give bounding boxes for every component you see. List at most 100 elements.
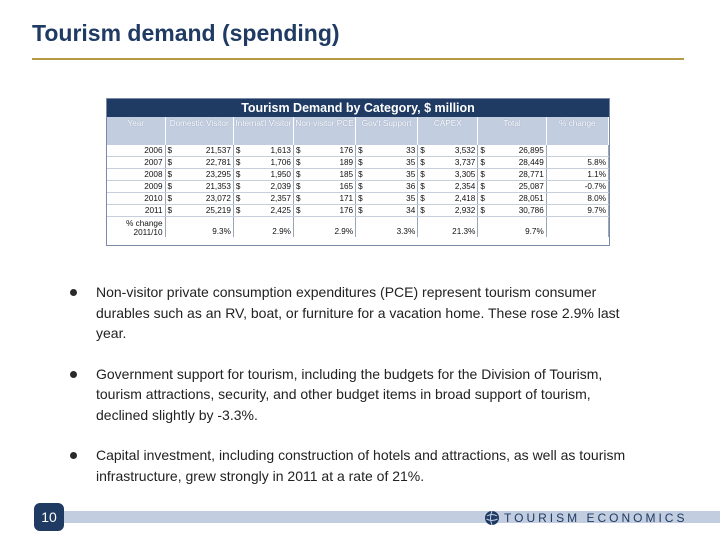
currency-symbol: $ <box>477 204 487 217</box>
bullet-dot-icon <box>70 370 77 378</box>
col-header-intl: Internat'l Visitor <box>233 117 294 145</box>
currency-symbol: $ <box>417 156 427 169</box>
bullet-item: Capital investment, including constructi… <box>70 445 630 486</box>
capex-cell: 2,932 <box>426 204 479 217</box>
bullet-item: Government support for tourism, includin… <box>70 364 630 426</box>
change-cell: 9.7% <box>546 204 610 217</box>
currency-symbol: $ <box>233 192 242 205</box>
currency-symbol: $ <box>355 168 364 181</box>
col-header-gov: Gov't Support <box>355 117 419 145</box>
year-cell: 2008 <box>107 168 166 181</box>
total-cell: 25,087 <box>486 180 547 193</box>
capex-cell: 3,305 <box>426 168 479 181</box>
domestic-cell: 23,072 <box>173 192 234 205</box>
currency-symbol: $ <box>293 192 302 205</box>
page-number: 10 <box>34 503 64 531</box>
currency-symbol: $ <box>165 192 174 205</box>
intl-cell: 1,706 <box>241 156 294 169</box>
currency-symbol: $ <box>417 192 427 205</box>
year-cell: 2011 <box>107 204 166 217</box>
intl-cell: 2,425 <box>241 204 294 217</box>
bullet-text: Non-visitor private consumption expendit… <box>96 284 620 341</box>
currency-symbol: $ <box>477 192 487 205</box>
currency-symbol: $ <box>417 145 427 157</box>
pce-cell: 189 <box>301 156 357 169</box>
capex-cell: 2,354 <box>426 180 479 193</box>
currency-symbol: $ <box>355 204 364 217</box>
table-row: 2006 $21,537 $1,613 $176 $33 $3,532 $26,895 <box>107 145 610 157</box>
year-cell: 2007 <box>107 156 166 169</box>
pce-cell: 171 <box>301 192 357 205</box>
table-row: 2011 $25,219 $2,425 $176 $34 $2,932 $30,786 9.7… <box>107 204 610 217</box>
currency-symbol: $ <box>355 180 364 193</box>
currency-symbol: $ <box>477 168 487 181</box>
pct-intl-cell: 2.9% <box>233 216 294 237</box>
col-header-domestic: Domestic Visitor <box>165 117 234 145</box>
intl-cell: 1,950 <box>241 168 294 181</box>
bullet-dot-icon <box>70 452 77 459</box>
table-heading: Tourism Demand by Category, $ million <box>107 99 609 117</box>
currency-symbol: $ <box>293 168 302 181</box>
pct-domestic-cell: 9.3% <box>165 216 234 237</box>
currency-symbol: $ <box>233 156 242 169</box>
domestic-cell: 21,537 <box>173 145 234 157</box>
slide-title: Tourism demand (spending) <box>32 20 340 46</box>
change-cell: -0.7% <box>546 180 610 193</box>
pct-capex-cell: 21.3% <box>417 216 479 237</box>
currency-symbol: $ <box>233 204 242 217</box>
currency-symbol: $ <box>165 168 174 181</box>
intl-cell: 2,357 <box>241 192 294 205</box>
currency-symbol: $ <box>293 204 302 217</box>
table-row: 2008 $23,295 $1,950 $185 $35 $3,305 $28,771 1.1… <box>107 168 610 181</box>
logo-text: TOURISM ECONOMICS <box>504 511 688 525</box>
total-cell: 26,895 <box>486 145 547 157</box>
currency-symbol: $ <box>233 180 242 193</box>
pct-change-label: % change 2011/10 <box>107 216 166 237</box>
gov-cell: 34 <box>363 204 419 217</box>
currency-symbol: $ <box>233 168 242 181</box>
capex-cell: 2,418 <box>426 192 479 205</box>
col-header-pce: Non-visitor PCE <box>293 117 357 145</box>
pct-pce-cell: 2.9% <box>293 216 357 237</box>
tourism-demand-table: Tourism Demand by Category, $ million Ye… <box>106 98 610 246</box>
table-row: 2009 $21,353 $2,039 $165 $36 $2,354 $25,087 -0.… <box>107 180 610 193</box>
currency-symbol: $ <box>293 156 302 169</box>
year-cell: 2009 <box>107 180 166 193</box>
year-cell: 2010 <box>107 192 166 205</box>
currency-symbol: $ <box>293 180 302 193</box>
bullet-dot-icon <box>70 289 77 296</box>
total-cell: 28,449 <box>486 156 547 169</box>
currency-symbol: $ <box>165 145 174 157</box>
currency-symbol: $ <box>165 156 174 169</box>
pct-change-row: % change 2011/10 9.3% 2.9% 2.9% 3.3% 21.3% 9.7… <box>107 216 610 237</box>
footer-bar <box>64 511 720 523</box>
change-cell: 8.0% <box>546 192 610 205</box>
total-cell: 28,771 <box>486 168 547 181</box>
domestic-cell: 21,353 <box>173 180 234 193</box>
pct-total-cell: 9.7% <box>477 216 547 237</box>
col-header-year: Year <box>107 117 166 145</box>
pce-cell: 176 <box>301 145 357 157</box>
bullet-text: Government support for tourism, includin… <box>96 365 603 423</box>
domestic-cell: 22,781 <box>173 156 234 169</box>
globe-icon <box>485 510 499 526</box>
bullet-text: Capital investment, including constructi… <box>96 447 626 484</box>
currency-symbol: $ <box>165 204 174 217</box>
currency-symbol: $ <box>477 180 487 193</box>
currency-symbol: $ <box>477 145 487 157</box>
pct-gov-cell: 3.3% <box>355 216 419 237</box>
year-cell: 2006 <box>107 145 166 157</box>
currency-symbol: $ <box>165 180 174 193</box>
intl-cell: 2,039 <box>241 180 294 193</box>
currency-symbol: $ <box>293 145 302 157</box>
bullet-item: Non-visitor private consumption expendit… <box>70 282 630 344</box>
bullet-list: Non-visitor private consumption expendit… <box>70 282 630 506</box>
domestic-cell: 23,295 <box>173 168 234 181</box>
col-header-total: Total <box>477 117 547 145</box>
pct-empty-cell <box>546 216 610 237</box>
capex-cell: 3,532 <box>426 145 479 157</box>
currency-symbol: $ <box>417 180 427 193</box>
currency-symbol: $ <box>477 156 487 169</box>
currency-symbol: $ <box>355 145 364 157</box>
change-cell: 5.8% <box>546 156 610 169</box>
